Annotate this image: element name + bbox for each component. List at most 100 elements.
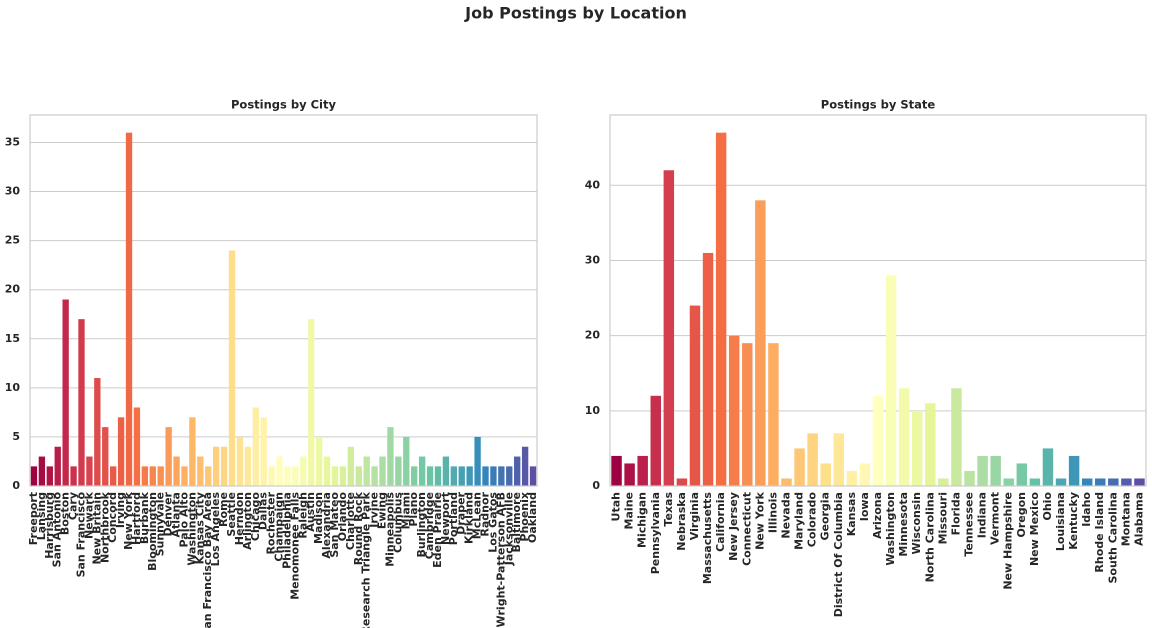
bar: [529, 466, 537, 486]
x-tick-label: Research Triangle Park: [360, 491, 373, 628]
bar: [315, 436, 323, 486]
x-tick-label: Irvine: [368, 492, 381, 528]
bar: [46, 466, 53, 486]
x-tick-label: Plano: [407, 492, 420, 527]
x-tick-label: Missouri: [936, 492, 949, 544]
bar: [220, 446, 228, 486]
bar: [663, 170, 675, 487]
bar: [650, 395, 661, 486]
bar: [715, 132, 727, 486]
bar: [300, 456, 307, 486]
bar: [78, 319, 85, 486]
x-tick-label: Cary: [67, 492, 80, 520]
x-tick-label: McLean: [471, 492, 484, 539]
x-tick-label: Maryland: [793, 492, 806, 550]
bar: [197, 456, 204, 486]
x-tick-label: Minnesota: [897, 492, 910, 557]
y-tick-label: 30: [5, 185, 21, 198]
bar: [236, 436, 244, 486]
bar: [228, 250, 236, 486]
bar: [990, 455, 1001, 486]
x-tick-label: Chicago: [249, 492, 262, 541]
x-tick-label: Palo Alto: [177, 492, 190, 548]
x-tick-label: Alabama: [1132, 492, 1145, 546]
x-tick-label: Alexandria: [320, 492, 333, 559]
bar: [689, 305, 701, 486]
bar: [885, 275, 897, 486]
bar: [794, 448, 805, 486]
x-tick-label: Idaho: [1080, 492, 1093, 527]
x-tick-label: Champaign: [273, 492, 286, 562]
x-tick-label: Jacksonville: [502, 492, 515, 566]
x-tick-label: Freeport: [27, 492, 40, 545]
x-tick-label: Arlington: [241, 492, 254, 550]
bar: [173, 456, 180, 486]
x-tick-label: Louisiana: [1054, 492, 1067, 551]
bar: [466, 466, 473, 486]
bar: [442, 456, 450, 486]
x-tick-label: Washington: [185, 492, 198, 566]
bar: [157, 466, 164, 486]
bar: [637, 455, 648, 486]
x-tick-label: Maine: [623, 492, 636, 529]
bar: [86, 456, 93, 486]
subplot-title: Postings by State: [821, 98, 936, 112]
bar: [387, 427, 394, 486]
bar: [355, 466, 362, 486]
x-tick-label: Arizona: [871, 492, 884, 539]
bar: [702, 252, 714, 486]
x-tick-label: San Francisco: [74, 492, 87, 578]
x-tick-label: Sunnyvale: [154, 492, 167, 556]
x-tick-label: Nevada: [779, 492, 792, 539]
bar: [859, 463, 871, 486]
bar: [434, 466, 442, 486]
bar: [1055, 478, 1067, 486]
x-tick-label: Concord: [106, 492, 119, 543]
x-tick-label: Rhode Island: [1093, 492, 1106, 573]
y-tick-label: 20: [5, 283, 21, 296]
bar: [212, 446, 220, 486]
bar: [363, 456, 370, 486]
x-tick-label: Los Gatos: [486, 492, 499, 553]
y-tick-label: 0: [12, 479, 20, 492]
bar: [292, 466, 299, 486]
bar: [490, 466, 497, 486]
x-tick-label: Illinois: [766, 492, 779, 534]
x-tick-label: Kirkland: [463, 492, 476, 544]
bar: [728, 335, 740, 486]
x-tick-label: Orlando: [336, 492, 349, 542]
x-tick-label: Utah: [610, 492, 623, 521]
x-tick-label: Lansing: [35, 492, 48, 540]
x-tick-label: San Antonio: [51, 492, 64, 568]
bar: [165, 427, 172, 486]
bar: [125, 132, 133, 486]
x-tick-label: Washington: [884, 492, 897, 566]
x-tick-label: Miami: [399, 492, 412, 529]
y-tick-label: 0: [592, 479, 600, 492]
bar: [951, 388, 962, 486]
y-tick-label: 20: [585, 329, 601, 342]
x-tick-label: Charlotte: [344, 492, 357, 550]
x-tick-label: New Hampshire: [1002, 492, 1015, 590]
bar: [331, 466, 339, 486]
x-tick-label: Georgia: [819, 492, 832, 541]
bar: [94, 378, 101, 486]
bar: [1003, 478, 1014, 486]
bar: [872, 395, 884, 486]
bar: [755, 200, 766, 487]
x-tick-label: Philadelphia: [280, 492, 293, 569]
bar: [189, 417, 196, 486]
x-tick-label: Newport: [439, 492, 452, 545]
bar: [676, 478, 688, 486]
x-tick-label: Draper: [455, 491, 468, 534]
x-tick-label: Herndon: [233, 492, 246, 545]
bar: [807, 433, 818, 486]
x-tick-label: Texas: [662, 492, 675, 527]
x-tick-label: Minneapolis: [383, 492, 396, 567]
x-tick-label: Bloomington: [146, 492, 159, 571]
x-tick-label: District Of Columbia: [832, 492, 845, 617]
bar: [506, 466, 513, 486]
bar: [964, 470, 975, 486]
x-tick-label: Ewing: [376, 492, 389, 529]
x-tick-label: Oakland: [526, 492, 539, 543]
